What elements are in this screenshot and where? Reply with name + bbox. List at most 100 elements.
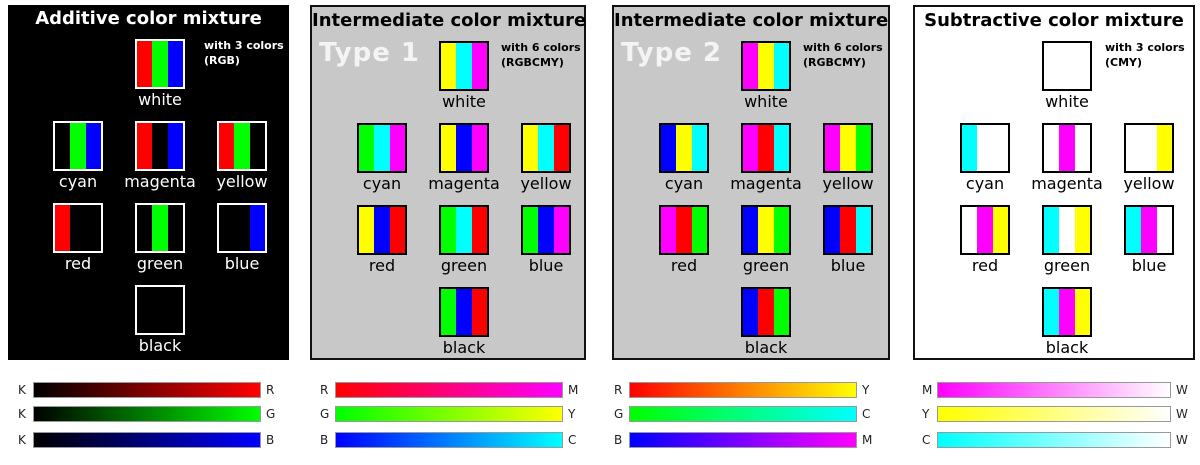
color-stripe [523, 207, 539, 253]
color-stripe [855, 125, 871, 171]
swatch-black: black [120, 285, 200, 363]
panel-intermediate-type-2: Intermediate color mixture Type 2 with 6… [612, 5, 890, 360]
swatch-label: green [136, 254, 184, 273]
panel-note: with 6 colors (RGBCMY) [803, 40, 883, 70]
gradient-start-label: K [18, 383, 26, 397]
color-stripe [359, 207, 375, 253]
color-stripe [234, 123, 250, 169]
swatch-blue: blue [202, 203, 282, 281]
color-stripe [1059, 43, 1075, 89]
swatch-box [1042, 205, 1092, 255]
color-stripe [691, 207, 707, 253]
gradient-bar [629, 432, 857, 448]
color-stripe [962, 125, 978, 171]
color-stripe [962, 207, 978, 253]
color-stripe [538, 125, 554, 171]
swatch-box [1042, 287, 1092, 337]
color-stripe [137, 41, 153, 87]
type-label: Type 2 [621, 38, 722, 68]
gradient-start-label: K [18, 407, 26, 421]
swatch-box [53, 121, 103, 171]
color-stripe [167, 287, 183, 333]
color-stripe [85, 205, 101, 251]
color-stripe [661, 207, 677, 253]
color-stripe [152, 123, 168, 169]
swatch-label: black [1045, 338, 1089, 357]
color-stripe [773, 125, 789, 171]
color-stripe [441, 289, 457, 335]
swatch-label: yellow [822, 174, 874, 193]
gradient-bar [937, 432, 1171, 448]
color-stripe [825, 125, 841, 171]
swatch-yellow: yellow [202, 121, 282, 199]
swatch-box [135, 39, 185, 89]
color-stripe [137, 287, 153, 333]
color-stripe [55, 205, 71, 251]
swatch-label: white [442, 92, 486, 111]
color-stripe [359, 125, 375, 171]
swatch-black: black [726, 287, 806, 365]
swatch-black: black [424, 287, 504, 365]
gradient-end-label: M [862, 433, 873, 447]
gradient-start-label: R [320, 383, 329, 397]
swatch-box [439, 287, 489, 337]
panel-note: with 6 colors (RGBCMY) [501, 40, 581, 70]
swatch-label: red [971, 256, 999, 275]
gradient-bar [335, 432, 563, 448]
gradient-start-label: G [614, 407, 624, 421]
color-stripe [1126, 125, 1142, 171]
swatch-green: green [120, 203, 200, 281]
color-stripe [374, 125, 390, 171]
swatch-label: green [1043, 256, 1091, 275]
swatch-blue: blue [506, 205, 586, 283]
swatch-label: black [442, 338, 486, 357]
gradient-end-label: Y [862, 383, 870, 397]
color-stripe [152, 41, 168, 87]
swatch-white: white [120, 39, 200, 117]
swatch-cyan: cyan [38, 121, 118, 199]
swatch-label: blue [224, 254, 260, 273]
swatch-label: yellow [1123, 174, 1175, 193]
gradient-end-label: C [568, 433, 577, 447]
color-stripe [758, 289, 774, 335]
color-stripe [389, 125, 405, 171]
swatch-box [741, 205, 791, 255]
swatch-box [1042, 123, 1092, 173]
gradient-start-label: C [922, 433, 931, 447]
note-line-1: with 3 colors [204, 39, 284, 52]
swatch-box [960, 205, 1010, 255]
color-stripe [471, 43, 487, 89]
color-stripe [553, 207, 569, 253]
gradient-start-label: K [18, 433, 26, 447]
color-stripe [55, 123, 71, 169]
color-stripe [441, 207, 457, 253]
gradient-end-label: Y [568, 407, 576, 421]
swatch-green: green [424, 205, 504, 283]
gradient-bar [33, 406, 261, 422]
swatch-white: white [424, 41, 504, 119]
color-stripe [1156, 207, 1172, 253]
color-stripe [1074, 43, 1090, 89]
gradient-end-label: W [1176, 433, 1188, 447]
swatch-label: green [742, 256, 790, 275]
color-stripe [471, 125, 487, 171]
color-stripe [758, 207, 774, 253]
swatch-box [135, 203, 185, 253]
color-stripe [977, 207, 993, 253]
swatch-black: black [1027, 287, 1107, 365]
swatch-white: white [1027, 41, 1107, 119]
swatch-magenta: magenta [424, 123, 504, 201]
color-stripe [1044, 43, 1060, 89]
gradient-end-label: W [1176, 407, 1188, 421]
color-stripe [70, 205, 86, 251]
gradient-bar [937, 406, 1171, 422]
swatch-box [53, 203, 103, 253]
note-line-2: (RGBCMY) [803, 56, 866, 69]
swatch-blue: blue [1109, 205, 1189, 283]
panel-intermediate-type-1: Intermediate color mixture Type 1 with 6… [310, 5, 586, 360]
